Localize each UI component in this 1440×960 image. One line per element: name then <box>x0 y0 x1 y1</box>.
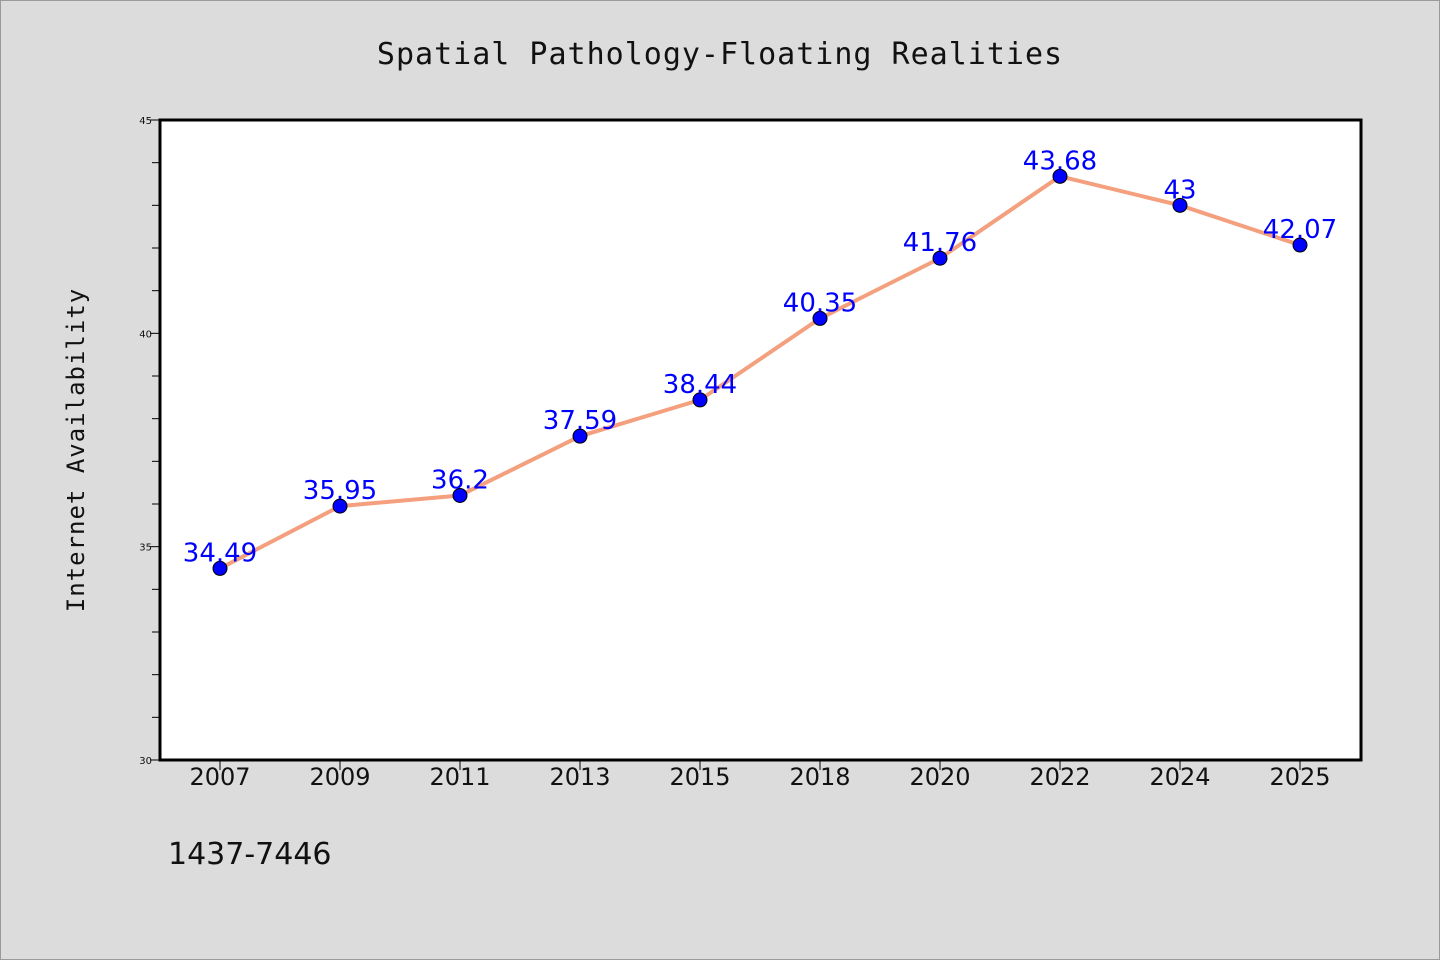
data-label: 42.07 <box>1263 215 1337 245</box>
data-point <box>692 392 708 408</box>
data-label: 38.44 <box>663 370 737 400</box>
x-tick-label: 2011 <box>429 763 490 791</box>
data-point <box>332 498 348 514</box>
series-layer: 34.49 35.95 36.2 37.59 38.44 40.35 41.76 43.68 4… <box>183 146 1337 576</box>
plot-border <box>158 118 1363 762</box>
series-line <box>218 174 1302 571</box>
data-point <box>1052 168 1068 184</box>
x-tick-label: 2009 <box>309 763 370 791</box>
x-tick-label: 2024 <box>1149 763 1210 791</box>
x-tick-label: 2015 <box>669 763 730 791</box>
x-tick-label: 2020 <box>909 763 970 791</box>
x-tick-label: 2007 <box>189 763 250 791</box>
data-label: 41.76 <box>903 228 977 258</box>
data-label: 43 <box>1163 175 1196 205</box>
y-tick-label: 30 <box>139 756 152 767</box>
y-tick-label: 45 <box>139 116 152 127</box>
data-point <box>812 310 828 326</box>
data-point <box>572 428 588 444</box>
x-tick-label: 2018 <box>789 763 850 791</box>
chart-title: Spatial Pathology-Floating Realities <box>377 37 1063 72</box>
y-tick-label: 35 <box>139 543 152 554</box>
x-tick-label: 2022 <box>1029 763 1090 791</box>
plot-area <box>160 120 1361 760</box>
data-label: 36.2 <box>431 465 489 495</box>
y-axis-label: Internet Availability <box>62 288 90 612</box>
data-label: 35.95 <box>303 476 377 506</box>
data-label: 40.35 <box>783 288 857 318</box>
data-point <box>212 560 228 576</box>
data-label: 34.49 <box>183 538 257 568</box>
data-point <box>1172 197 1188 213</box>
data-label: 37.59 <box>543 406 617 436</box>
data-label: 43.68 <box>1023 146 1097 176</box>
x-tick-label: 2013 <box>549 763 610 791</box>
data-point <box>1292 237 1308 253</box>
x-tick-label: 2025 <box>1269 763 1330 791</box>
x-axis-ticks: 2007 2009 2011 2013 2015 2018 2020 2022 2024 2025 <box>189 760 1331 791</box>
y-axis-ticks: 30 35 40 45 <box>139 116 160 767</box>
data-point <box>452 487 468 503</box>
footer-code: 1437-7446 <box>168 837 332 872</box>
data-point <box>932 250 948 266</box>
y-tick-label: 40 <box>139 329 152 340</box>
